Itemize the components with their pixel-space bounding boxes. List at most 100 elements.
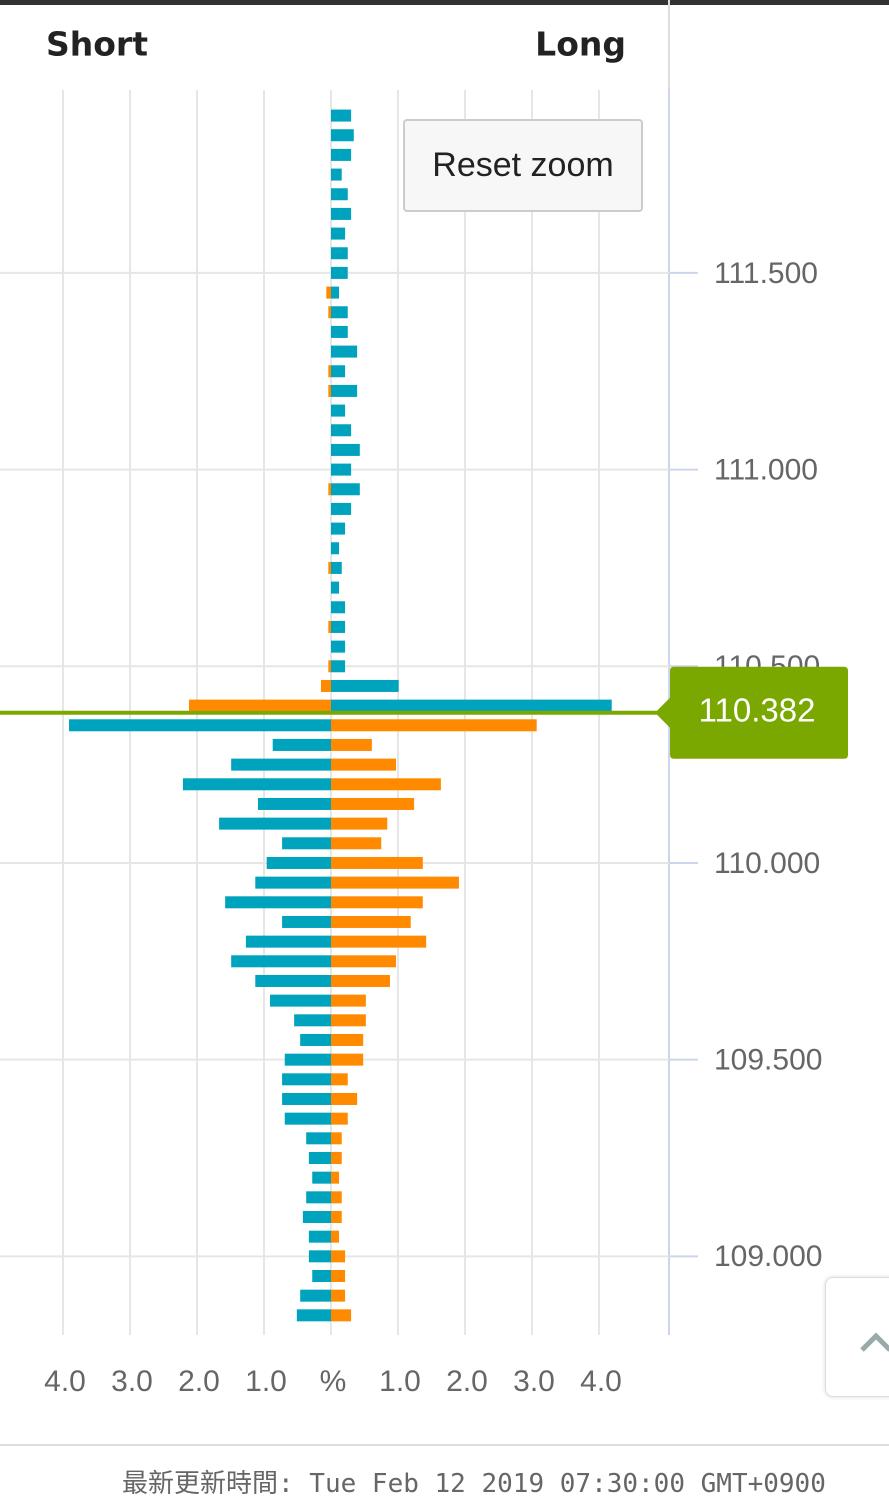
bar [328, 384, 331, 397]
x-tick-label: % [320, 1365, 347, 1398]
reset-zoom-button[interactable]: Reset zoom [403, 119, 643, 212]
side-header: Short [46, 25, 148, 64]
bar [331, 1053, 364, 1066]
bar [294, 1014, 331, 1027]
bar [331, 778, 441, 791]
bar [300, 1033, 331, 1046]
y-tick-label: 110.000 [714, 847, 820, 880]
bar [331, 129, 354, 142]
side-header: Long [535, 25, 626, 64]
bar [331, 955, 396, 968]
bar [331, 1269, 346, 1282]
x-tick-label: 2.0 [178, 1365, 220, 1398]
bar [331, 207, 352, 220]
bar [255, 974, 331, 987]
current-price-label: 110.382 [699, 691, 816, 728]
bar [320, 679, 331, 692]
x-tick-label: 3.0 [513, 1365, 555, 1398]
bar [331, 837, 382, 850]
bar [331, 286, 340, 299]
bar [245, 935, 331, 948]
bar [331, 738, 372, 751]
bar [331, 345, 358, 358]
y-tick-label: 109.000 [714, 1240, 822, 1273]
bar [331, 188, 348, 201]
bar [282, 1073, 331, 1086]
bar [331, 699, 612, 712]
bar [328, 483, 331, 496]
bar [331, 247, 348, 260]
bar [331, 640, 346, 653]
bar [282, 1092, 331, 1105]
bar [331, 502, 352, 515]
bar [331, 1014, 366, 1027]
scroll-top-button[interactable] [825, 1277, 889, 1397]
bar [331, 325, 348, 338]
bar [328, 561, 331, 574]
bar [331, 601, 346, 614]
bar [284, 1112, 331, 1125]
bar [282, 915, 331, 928]
bar [331, 660, 346, 673]
y-tick-label: 111.000 [714, 454, 818, 487]
x-tick-label: 4.0 [580, 1365, 622, 1398]
bar [331, 168, 342, 181]
top-bar [0, 0, 889, 5]
bar [331, 974, 390, 987]
chevron [860, 1332, 889, 1352]
bar [331, 856, 423, 869]
bars [69, 109, 612, 1322]
bar [331, 365, 346, 378]
bar [331, 227, 346, 240]
bar [308, 1250, 331, 1263]
bar [331, 1033, 364, 1046]
bar [188, 699, 331, 712]
bar [328, 306, 331, 319]
bar [331, 758, 396, 771]
bar [331, 1112, 348, 1125]
bar [282, 837, 331, 850]
bar [326, 286, 331, 299]
bar [182, 778, 331, 791]
current-price-box [655, 666, 848, 759]
bar [296, 1309, 331, 1322]
y-tick-label: 111.500 [714, 257, 818, 290]
bar [225, 896, 331, 909]
bar [308, 1230, 331, 1243]
bar [306, 1191, 331, 1204]
bar [331, 1250, 346, 1263]
bar [331, 719, 537, 732]
bar [270, 994, 331, 1007]
bar [331, 1151, 342, 1164]
bar [231, 955, 331, 968]
bar [331, 1132, 342, 1145]
y-tick-label: 109.500 [714, 1044, 822, 1077]
bar [331, 581, 340, 594]
x-tick-label: 1.0 [379, 1365, 421, 1398]
bar [312, 1269, 331, 1282]
bar [219, 817, 331, 830]
bar [331, 306, 348, 319]
bar [308, 1151, 331, 1164]
bar [328, 660, 331, 673]
bar [331, 896, 423, 909]
x-tick-label: 4.0 [44, 1365, 86, 1398]
bar [331, 1171, 340, 1184]
bar [331, 876, 459, 889]
bar [257, 797, 331, 810]
footer: 最新更新時間: Tue Feb 12 2019 07:30:00 GMT+090… [122, 1469, 826, 1499]
bar [331, 443, 360, 456]
bar [331, 1210, 342, 1223]
bar [231, 758, 331, 771]
bar [331, 148, 352, 161]
bar [300, 1289, 331, 1302]
x-tick-label: 2.0 [446, 1365, 488, 1398]
bar [328, 620, 331, 633]
bar [331, 1289, 346, 1302]
bar [331, 542, 340, 555]
bar [306, 1132, 331, 1145]
bar [331, 424, 352, 437]
bar [331, 620, 346, 633]
